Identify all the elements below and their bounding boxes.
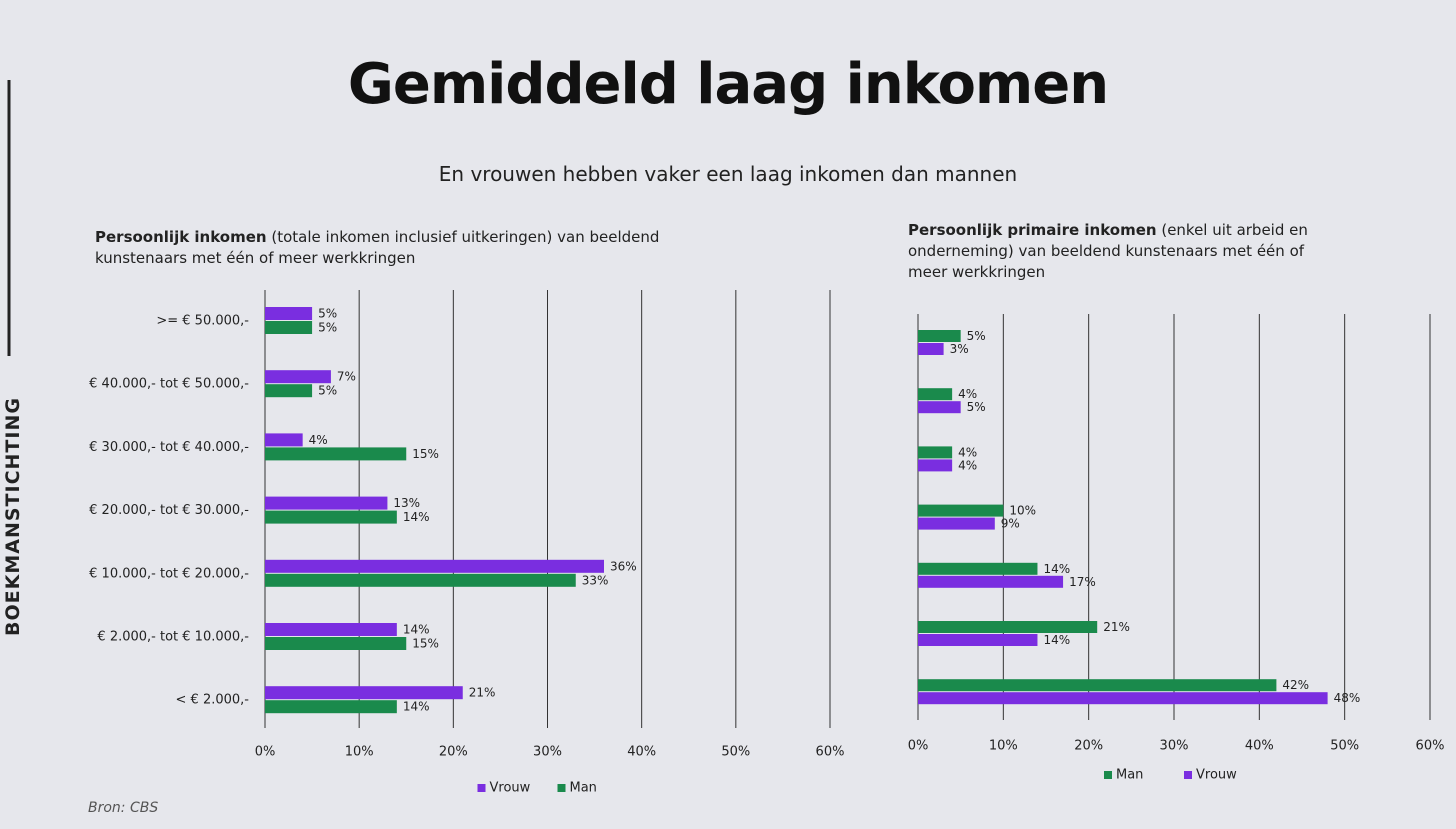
- legend-swatch: [557, 784, 566, 792]
- value-label: 15%: [412, 637, 439, 651]
- x-tick-label: 40%: [1245, 739, 1274, 754]
- x-tick-label: 50%: [1330, 739, 1359, 754]
- value-label: 21%: [1103, 620, 1130, 634]
- legend-swatch: [477, 784, 486, 792]
- x-tick-label: 10%: [989, 739, 1018, 754]
- bar: [918, 575, 1064, 588]
- value-label: 21%: [469, 686, 496, 700]
- value-label: 14%: [403, 510, 430, 524]
- bar: [918, 401, 961, 414]
- legend-swatch: [1104, 771, 1112, 779]
- bar: [918, 634, 1038, 646]
- value-label: 42%: [1282, 678, 1309, 692]
- value-label: 5%: [967, 329, 986, 343]
- page-title: Gemiddeld laag inkomen: [347, 52, 1109, 117]
- x-tick-label: 60%: [816, 745, 845, 760]
- x-tick-label: 20%: [1074, 739, 1103, 754]
- y-tick-label: < € 2.000,-: [176, 693, 250, 708]
- bar: [265, 384, 313, 398]
- legend-label: Man: [1116, 768, 1143, 783]
- bar: [265, 686, 463, 700]
- y-tick-label: € 30.000,- tot € 40.000,-: [89, 440, 249, 455]
- sidebar-text: BOEKMANSTICHTING: [2, 397, 24, 636]
- bar: [918, 446, 953, 459]
- value-label: 5%: [967, 400, 986, 414]
- x-tick-label: 50%: [721, 745, 750, 760]
- legend-swatch: [1184, 771, 1192, 779]
- x-tick-label: 20%: [439, 745, 468, 760]
- value-label: 14%: [1043, 562, 1070, 576]
- y-tick-label: € 2.000,- tot € 10.000,-: [97, 630, 249, 645]
- x-tick-label: 0%: [908, 739, 929, 754]
- bar: [265, 496, 388, 510]
- bar: [265, 559, 604, 573]
- legend-label: Vrouw: [490, 781, 531, 796]
- bar: [265, 573, 576, 587]
- value-label: 7%: [337, 370, 356, 384]
- value-label: 15%: [412, 447, 439, 461]
- x-tick-label: 10%: [345, 745, 374, 760]
- bar: [918, 562, 1038, 575]
- chart-title-bold: Persoonlijk primaire inkomen: [908, 221, 1157, 239]
- value-label: 14%: [403, 623, 430, 637]
- y-tick-label: >= € 50.000,-: [156, 314, 249, 329]
- page-subtitle: En vrouwen hebben vaker een laag inkomen…: [438, 162, 1018, 186]
- value-label: 33%: [582, 573, 609, 587]
- value-label: 5%: [318, 384, 337, 398]
- chart-title-rest: (totale inkomen inclusief uitkeringen) v…: [95, 228, 660, 267]
- bar: [918, 459, 953, 472]
- bar: [265, 637, 407, 650]
- value-label: 4%: [958, 445, 977, 459]
- value-label: 4%: [958, 458, 977, 472]
- value-label: 5%: [318, 307, 337, 321]
- bar: [265, 447, 407, 461]
- bar: [918, 679, 1277, 692]
- source: Bron: CBS: [88, 800, 159, 816]
- value-label: 3%: [950, 342, 969, 356]
- y-tick-label: € 20.000,- tot € 30.000,-: [89, 503, 249, 518]
- legend-label: Vrouw: [1196, 768, 1237, 783]
- value-label: 9%: [1001, 517, 1020, 531]
- bar: [265, 321, 313, 334]
- bar: [918, 504, 1004, 517]
- value-label: 36%: [610, 559, 637, 573]
- y-tick-label: € 40.000,- tot € 50.000,-: [89, 377, 249, 392]
- value-label: 14%: [403, 700, 430, 714]
- value-label: 14%: [1043, 633, 1070, 647]
- bar: [265, 623, 397, 636]
- value-label: 4%: [309, 433, 328, 447]
- chart-title-rest: (enkel uit arbeid en onderneming) van be…: [908, 221, 1308, 281]
- x-tick-label: 30%: [1160, 739, 1189, 754]
- chart-title-bold: Persoonlijk inkomen: [95, 228, 267, 246]
- value-label: 17%: [1069, 575, 1096, 589]
- bar: [265, 433, 303, 447]
- bar: [265, 307, 313, 320]
- x-tick-label: 60%: [1416, 739, 1445, 754]
- bar: [918, 692, 1328, 705]
- bar: [918, 517, 995, 530]
- bar: [918, 343, 944, 355]
- x-tick-label: 40%: [627, 745, 656, 760]
- x-tick-label: 0%: [255, 745, 276, 760]
- bar: [918, 388, 953, 401]
- chart-title: Persoonlijk inkomen (totale inkomen incl…: [95, 227, 695, 269]
- value-label: 5%: [318, 321, 337, 335]
- value-label: 10%: [1009, 504, 1036, 518]
- value-label: 4%: [958, 387, 977, 401]
- y-tick-label: € 10.000,- tot € 20.000,-: [89, 566, 249, 581]
- bar: [265, 370, 331, 384]
- bar: [265, 700, 397, 714]
- value-label: 13%: [393, 496, 420, 510]
- x-tick-label: 30%: [533, 745, 562, 760]
- legend-label: Man: [570, 781, 597, 796]
- value-label: 48%: [1334, 691, 1361, 705]
- bar: [265, 510, 397, 524]
- bar: [918, 330, 961, 342]
- chart-title: Persoonlijk primaire inkomen (enkel uit …: [908, 220, 1328, 283]
- bar: [918, 621, 1098, 633]
